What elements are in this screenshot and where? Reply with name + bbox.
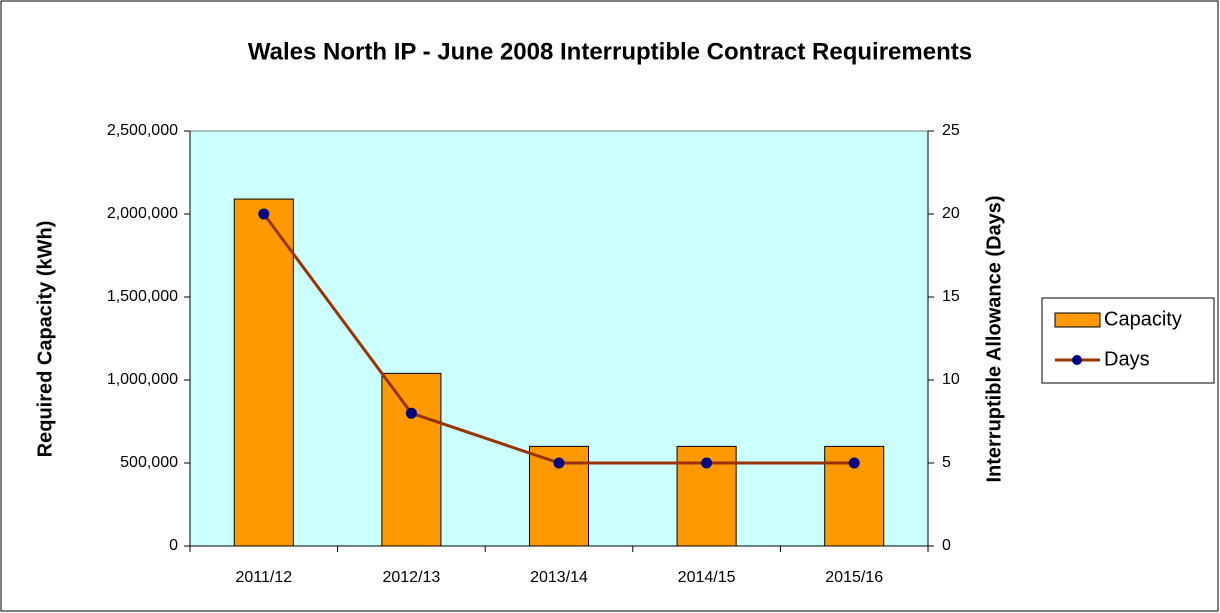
x-tick-label: 2014/15 <box>678 569 736 586</box>
y-tick-label: 1,000,000 <box>107 371 178 388</box>
x-tick-label: 2011/12 <box>235 569 292 586</box>
x-tick-label: 2015/16 <box>825 569 883 586</box>
y-tick-label: 1,500,000 <box>107 288 178 305</box>
y2-tick-label: 20 <box>942 205 960 222</box>
marker <box>405 407 417 419</box>
legend-marker <box>1072 355 1082 365</box>
legend-label: Capacity <box>1104 308 1182 330</box>
bar <box>381 372 442 547</box>
y-tick-label: 2,000,000 <box>107 205 178 222</box>
marker <box>701 457 713 469</box>
x-tick-label: 2013/14 <box>530 569 588 586</box>
y2-tick-label: 25 <box>942 122 960 139</box>
chart-title: Wales North IP - June 2008 Interruptible… <box>248 38 972 65</box>
marker <box>553 457 565 469</box>
legend-label: Days <box>1104 348 1150 370</box>
y-tick-label: 500,000 <box>120 454 178 471</box>
y-tick-label: 0 <box>169 537 178 554</box>
y2-tick-label: 15 <box>942 288 960 305</box>
marker <box>848 457 860 469</box>
legend-swatch <box>1054 312 1101 328</box>
y2-axis-title: Interruptible Allowance (Days) <box>983 195 1005 482</box>
y2-tick-label: 10 <box>942 371 960 388</box>
y2-tick-label: 0 <box>942 537 951 554</box>
y-axis-title: Required Capacity (kWh) <box>34 221 56 458</box>
legend-box <box>1041 297 1215 384</box>
y2-tick-label: 5 <box>942 454 951 471</box>
x-tick-label: 2012/13 <box>382 569 440 586</box>
bar <box>233 198 294 547</box>
y-tick-label: 2,500,000 <box>107 122 178 139</box>
marker <box>258 208 270 220</box>
